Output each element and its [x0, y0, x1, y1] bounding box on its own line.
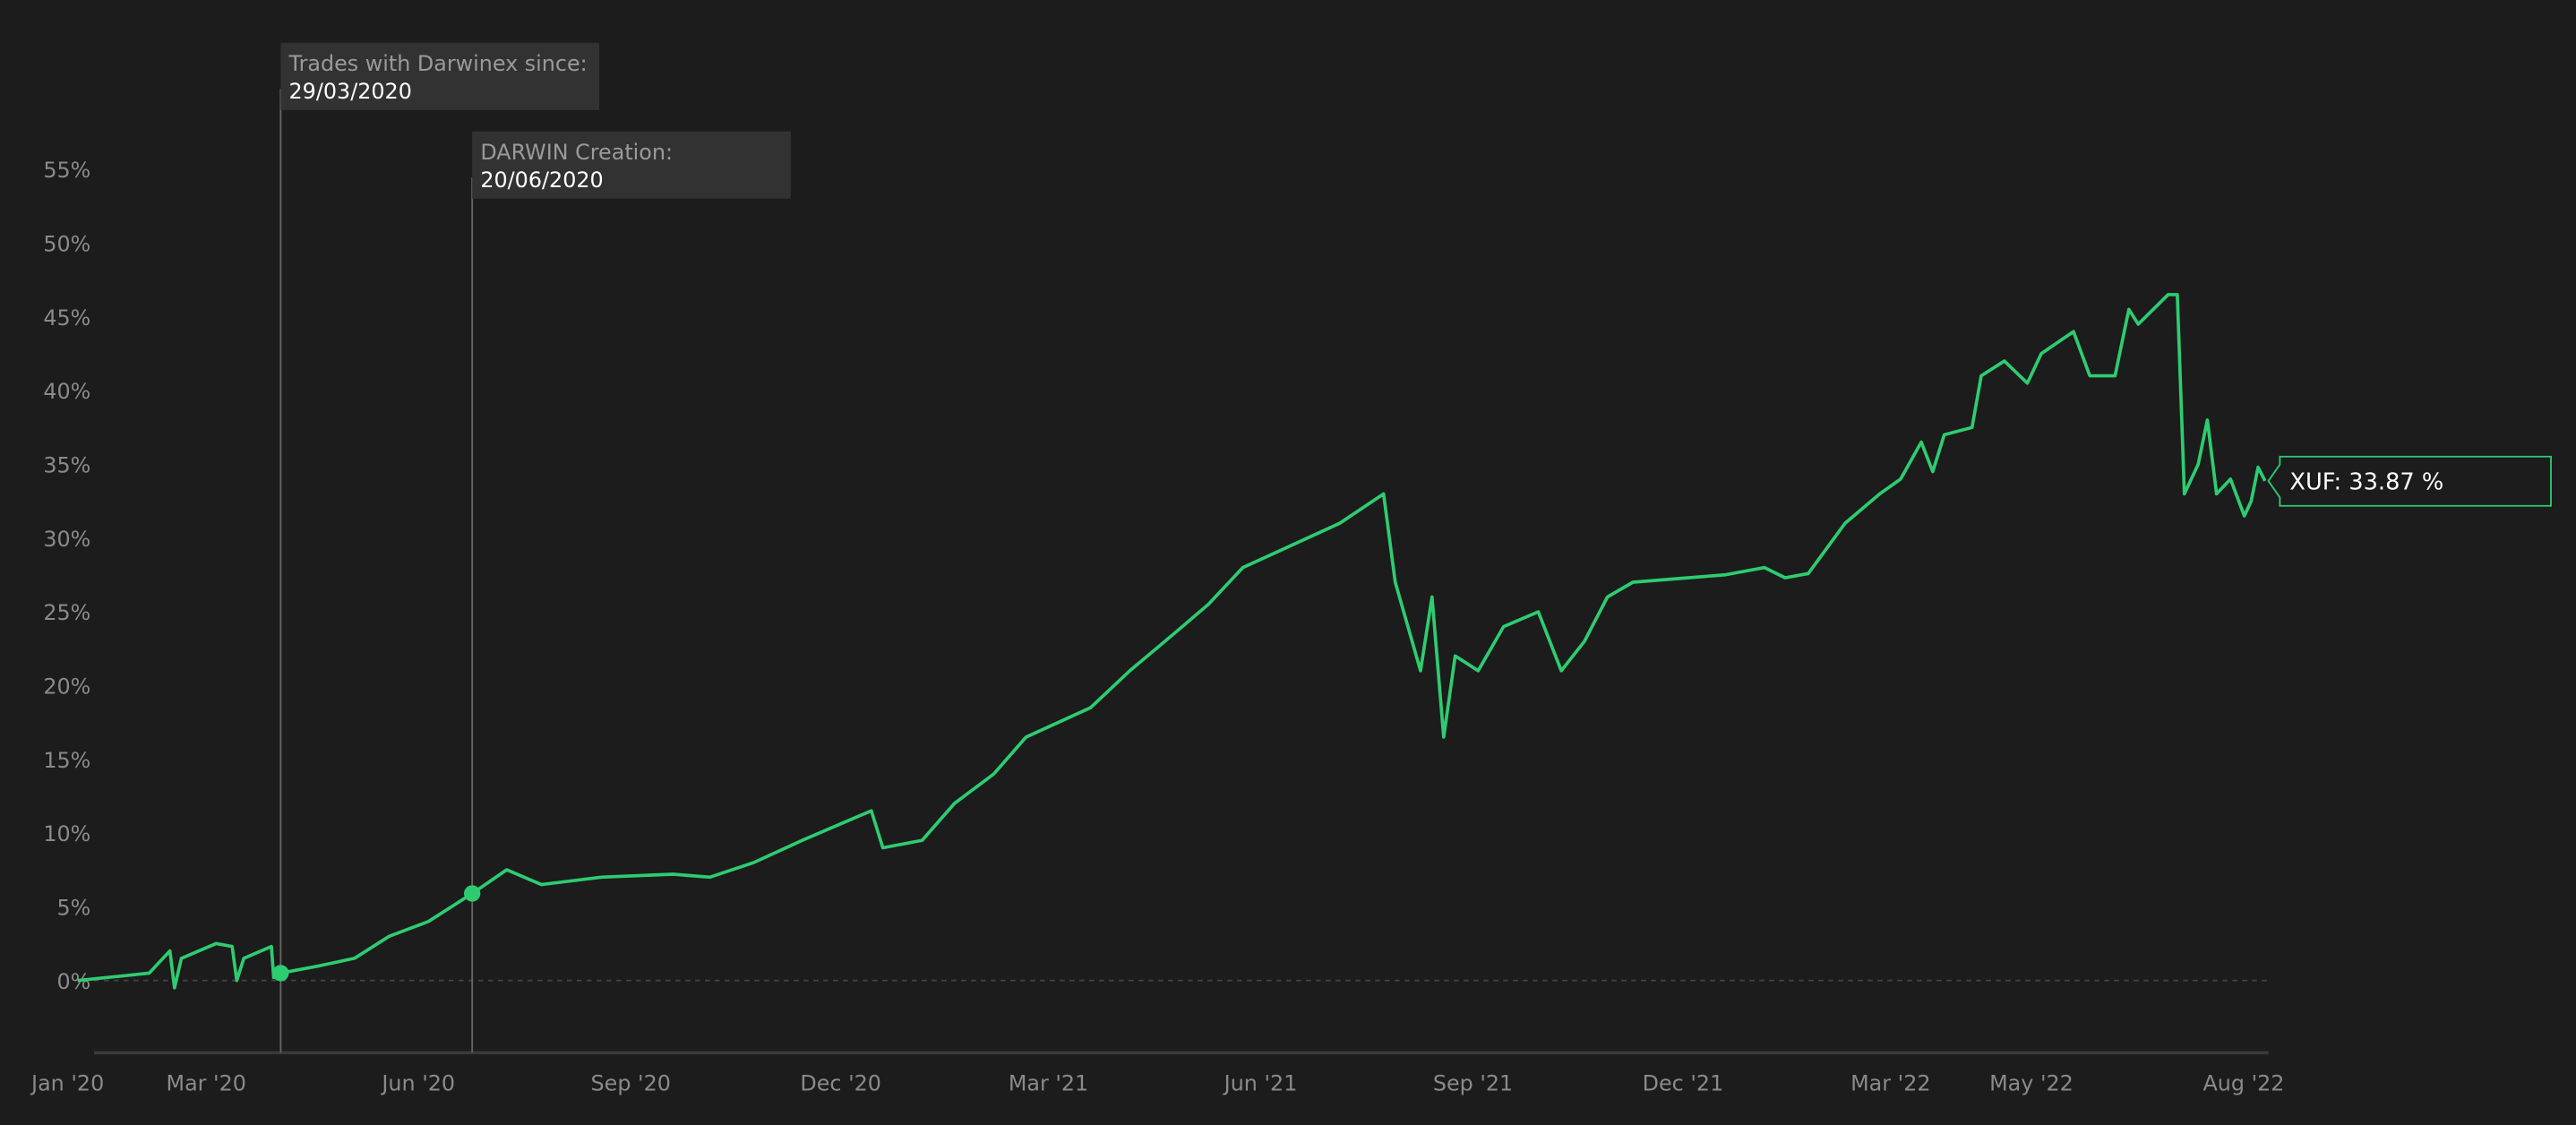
- x-tick-label: Mar '21: [1009, 1070, 1088, 1095]
- x-axis: Jan '20 Mar '20 Jun '20 Sep '20 Dec '20 Mar '…: [30, 1070, 2284, 1095]
- x-tick-label: Jan '20: [30, 1070, 104, 1095]
- y-tick-label: 30%: [43, 527, 90, 552]
- x-tick-label: Jun '21: [1223, 1070, 1298, 1095]
- x-tick-label: Sep '20: [591, 1070, 671, 1095]
- x-tick-label: Dec '21: [1643, 1070, 1724, 1095]
- x-tick-label: Aug '22: [2202, 1070, 2284, 1095]
- x-tick-label: Dec '20: [800, 1070, 881, 1095]
- y-tick-label: 50%: [43, 232, 90, 257]
- tooltip-box: [2267, 455, 2552, 507]
- annotation-box: [280, 42, 600, 110]
- annotation-label: DARWIN Creation:: [480, 140, 673, 165]
- y-tick-label: 25%: [43, 600, 90, 625]
- tooltip: XUF: 33.87 %: [2267, 455, 2552, 507]
- x-tick-label: Mar '22: [1850, 1070, 1930, 1095]
- y-axis: 0% 5% 10% 15% 20% 25% 30% 35% 40% 45% 50% 55%: [43, 158, 90, 994]
- x-tick-label: Jun '20: [380, 1070, 455, 1095]
- y-tick-label: 55%: [43, 158, 90, 183]
- y-tick-label: 5%: [57, 895, 91, 920]
- series-line[interactable]: [77, 293, 2267, 990]
- tooltip-text: XUF: 33.87 %: [2289, 468, 2443, 495]
- y-tick-label: 45%: [43, 305, 90, 331]
- annotation-label: Trades with Darwinex since:: [288, 51, 588, 76]
- x-tick-label: May '22: [1989, 1070, 2074, 1095]
- annotations: Trades with Darwinex since: 29/03/2020 DAR…: [279, 42, 791, 1053]
- y-tick-label: 20%: [43, 674, 90, 700]
- annotation-marker[interactable]: [464, 885, 481, 902]
- annotation-date: 29/03/2020: [289, 79, 412, 104]
- markers: [272, 885, 481, 982]
- x-tick-label: Sep '21: [1433, 1070, 1513, 1095]
- annotation-date: 20/06/2020: [480, 167, 603, 193]
- y-tick-label: 0%: [57, 969, 91, 994]
- x-tick-label: Mar '20: [167, 1070, 246, 1095]
- y-tick-label: 15%: [43, 748, 90, 773]
- y-tick-label: 40%: [43, 379, 90, 404]
- y-tick-label: 10%: [43, 821, 90, 846]
- annotation-box: [472, 131, 791, 199]
- y-tick-label: 35%: [43, 453, 90, 478]
- annotation-marker[interactable]: [272, 965, 289, 982]
